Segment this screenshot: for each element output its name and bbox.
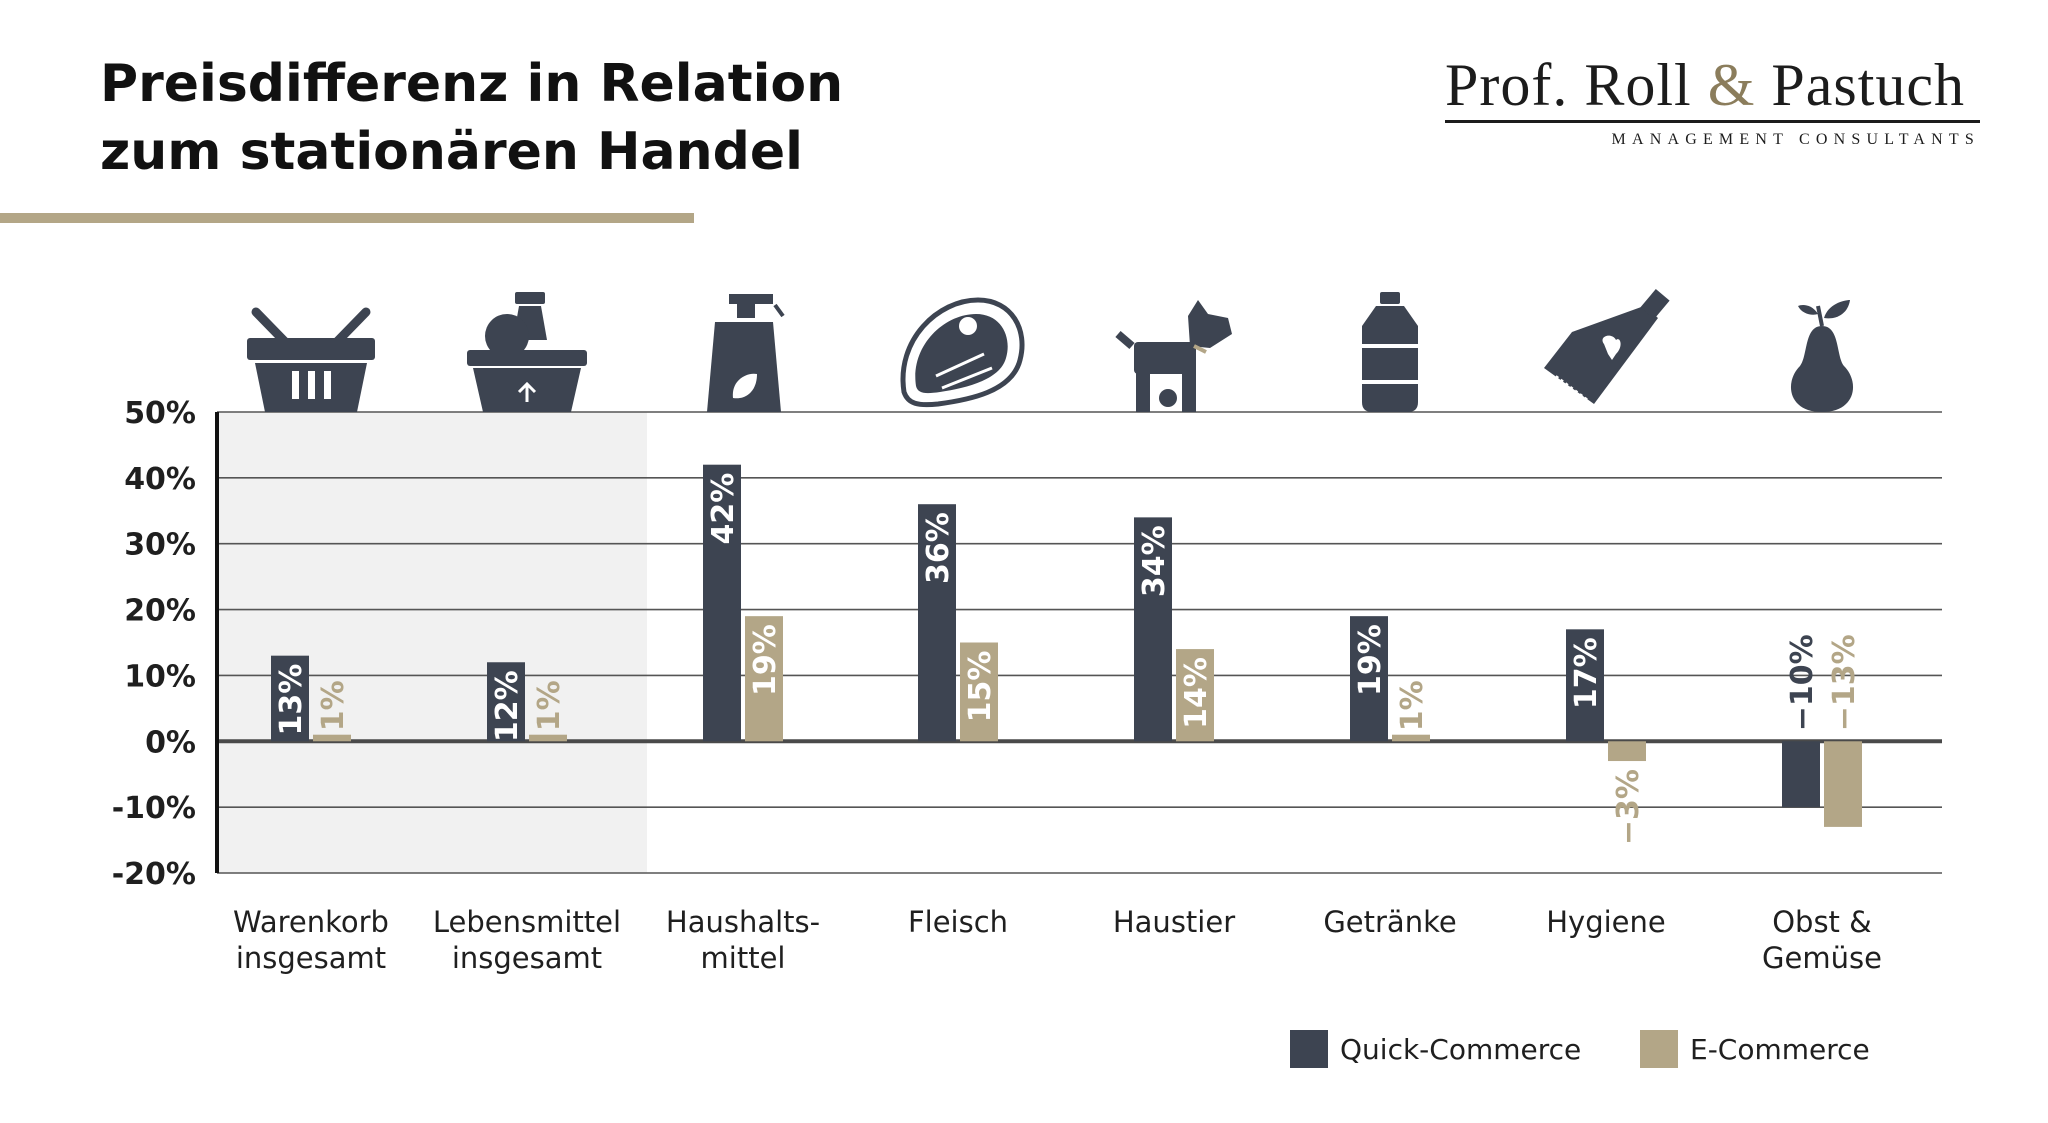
- legend-item-quick-commerce: Quick-Commerce: [1290, 1030, 1581, 1068]
- brand-subtitle: MANAGEMENT CONSULTANTS: [1611, 131, 1980, 148]
- y-tick-label: 40%: [124, 462, 196, 497]
- y-tick-label: 10%: [124, 659, 196, 694]
- y-tick-label: 0%: [145, 725, 196, 760]
- x-category-label: Gemüse: [1762, 941, 1882, 975]
- brand-rule: [1445, 120, 1980, 123]
- title-accent-rule: [0, 213, 694, 223]
- bar-value-label: −13%: [1827, 634, 1862, 731]
- x-category-label: Haushalts-: [666, 905, 820, 939]
- bar-value-label: −3%: [1611, 769, 1646, 845]
- bar-value-label: 34%: [1137, 525, 1172, 597]
- bar-value-label: 13%: [274, 664, 309, 736]
- brand-logo: Prof. Roll & Pastuch MANAGEMENT CONSULTA…: [1445, 52, 1980, 149]
- x-category-label: Warenkorb: [233, 905, 389, 939]
- bar-value-label: 1%: [532, 680, 567, 731]
- bar-e-commerce: [960, 642, 998, 742]
- bar-quick-commerce: [1782, 741, 1820, 808]
- highlight-region: [217, 412, 647, 873]
- bar-value-label: 1%: [1395, 680, 1430, 731]
- steak-icon: [900, 297, 1025, 408]
- x-category-label: Getränke: [1323, 905, 1456, 939]
- x-category-label: Obst &: [1772, 905, 1872, 939]
- bar-quick-commerce: [1134, 517, 1172, 742]
- y-tick-label: 50%: [124, 396, 196, 431]
- toothpaste-icon: [1544, 289, 1670, 404]
- bar-quick-commerce: [271, 655, 309, 742]
- bottle-icon: [1362, 292, 1418, 412]
- grocery-basket-icon: [467, 292, 587, 412]
- bar-value-label: 19%: [748, 624, 783, 696]
- title-line-2: zum stationären Handel: [100, 122, 803, 182]
- dog-icon: [1115, 300, 1232, 412]
- bar-value-label: 14%: [1179, 657, 1214, 729]
- legend-label-e-commerce: E-Commerce: [1690, 1032, 1870, 1066]
- x-category-label: insgesamt: [236, 941, 386, 975]
- spray-bottle-icon: [707, 294, 785, 412]
- title-line-1: Preisdifferenz in Relation: [100, 54, 844, 114]
- bar-e-commerce: [1392, 734, 1430, 742]
- bar-e-commerce: [745, 616, 783, 742]
- bar-quick-commerce: [1350, 616, 1388, 742]
- brand-name-part2: Pastuch: [1771, 52, 1966, 118]
- y-tick-label: -20%: [112, 857, 196, 892]
- legend-label-quick-commerce: Quick-Commerce: [1340, 1032, 1582, 1066]
- bar-quick-commerce: [1566, 629, 1604, 742]
- brand-ampersand: &: [1707, 52, 1756, 118]
- bar-e-commerce: [313, 734, 351, 742]
- legend-item-e-commerce: E-Commerce: [1640, 1030, 1870, 1068]
- pear-icon: [1790, 300, 1854, 412]
- bar-value-label: 36%: [921, 512, 956, 584]
- bar-quick-commerce: [918, 504, 956, 742]
- bar-quick-commerce: [487, 662, 525, 742]
- bar-e-commerce: [1824, 741, 1862, 827]
- brand-name-part1: Prof. Roll: [1445, 52, 1692, 118]
- bar-value-label: 15%: [963, 651, 998, 723]
- bar-value-label: 12%: [490, 670, 525, 742]
- bar-e-commerce: [1176, 649, 1214, 742]
- bar-value-label: 1%: [316, 680, 351, 731]
- y-tick-label: -10%: [112, 791, 196, 826]
- legend-swatch-quick-commerce: [1290, 1030, 1328, 1068]
- y-tick-label: 20%: [124, 594, 196, 629]
- brand-name: Prof. Roll & Pastuch: [1445, 52, 1980, 118]
- bar-value-label: −10%: [1785, 634, 1820, 731]
- bar-e-commerce: [1608, 741, 1646, 762]
- y-tick-label: 30%: [124, 528, 196, 563]
- bar-quick-commerce: [703, 464, 741, 742]
- x-category-label: Hygiene: [1546, 905, 1666, 939]
- x-category-label: insgesamt: [452, 941, 602, 975]
- x-category-label: Haustier: [1113, 905, 1235, 939]
- legend-swatch-e-commerce: [1640, 1030, 1678, 1068]
- basket-icon: [247, 307, 375, 412]
- x-category-label: Fleisch: [908, 905, 1008, 939]
- bar-e-commerce: [529, 734, 567, 742]
- bar-value-label: 42%: [706, 473, 741, 545]
- x-category-label: Lebensmittel: [433, 905, 621, 939]
- page-title: Preisdifferenz in Relation zum stationär…: [100, 50, 843, 186]
- bar-value-label: 17%: [1569, 637, 1604, 709]
- x-category-label: mittel: [701, 941, 786, 975]
- bar-value-label: 19%: [1353, 624, 1388, 696]
